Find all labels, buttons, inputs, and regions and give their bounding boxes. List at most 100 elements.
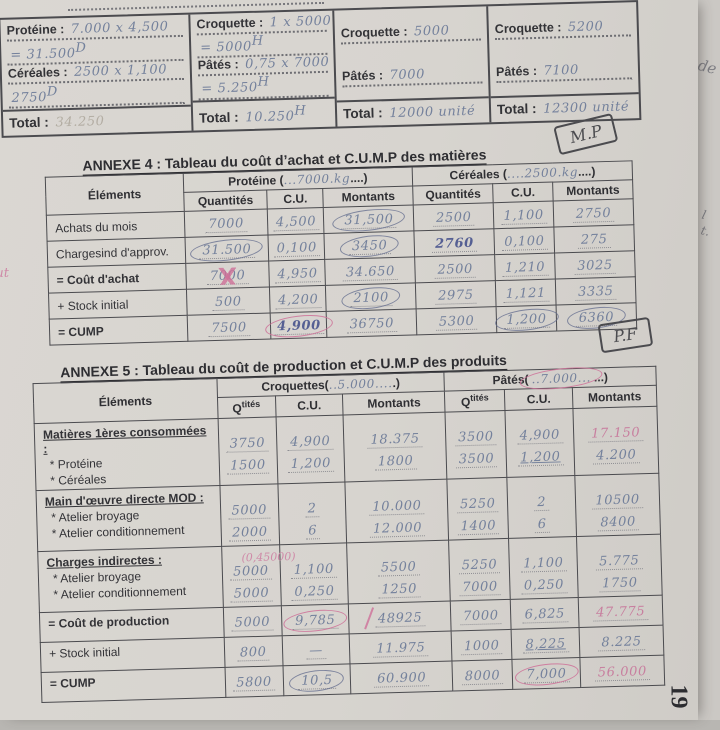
data-cell: 1,100 0,250 <box>508 536 579 600</box>
pf-stamp: P.F <box>597 316 654 354</box>
handwritten-value: 5250 <box>456 496 499 514</box>
handwritten-value: 10.250H <box>245 103 307 126</box>
handwritten-value: 48925 <box>374 609 426 628</box>
handwritten-value: 7000 <box>206 267 249 285</box>
handwritten-value: 7.000 x 4,500 <box>70 18 169 37</box>
data-cell: 1000 <box>451 629 513 662</box>
data-cell: 275 <box>553 224 635 254</box>
handwritten-value: 1,100 <box>520 555 567 573</box>
column-header: C.U. <box>504 387 574 411</box>
adjacent-page-text-fragment: de <box>695 56 718 78</box>
data-cell: 10500 8400 <box>574 473 661 537</box>
data-cell: 11.975 <box>349 631 453 664</box>
handwritten-value: 500 <box>211 293 245 311</box>
handwritten-value: 12.000 <box>369 520 426 538</box>
group-label: Céréales ( <box>449 166 508 183</box>
total-label: Total : <box>496 100 541 118</box>
handwritten-value: 1800 <box>374 453 417 471</box>
handwritten-value: 1500 <box>227 457 269 475</box>
value-bottom: 8400 <box>578 512 657 532</box>
handwritten-quantity: ....2500.kg <box>506 164 579 181</box>
data-cell: 18.375 1800 <box>343 412 448 482</box>
row-label: Matières 1ères consommées : * Protéine * C… <box>34 418 220 491</box>
handwritten-value: 1,100 <box>500 207 547 225</box>
value-bottom: 4.200 <box>577 445 656 465</box>
handwritten-value: 2750D <box>11 84 59 107</box>
data-cell: 3750 1500 <box>217 416 278 486</box>
handwritten-value: 10.000 <box>369 498 425 516</box>
handwritten-quantity: ..7.000... <box>528 370 594 387</box>
teacher-annotation: (0,45000) <box>241 549 296 565</box>
total-label: Total : <box>198 109 243 126</box>
data-cell: 2500 <box>414 254 496 283</box>
data-cell: 5000 <box>222 605 282 638</box>
handwritten-value: 2000 <box>228 524 271 542</box>
data-cell: 3025 <box>554 250 636 280</box>
data-cell: 5300 <box>416 306 497 335</box>
handwritten-value: 1250 <box>378 581 421 599</box>
handwritten-value: 5200 <box>567 18 604 35</box>
cell-body: Protéine : 7.000 x 4,500 = 31.500D Céréale… <box>0 15 190 110</box>
totals-tables: Protéine : 7.000 x 4,500 = 31.500D Céréale… <box>0 0 642 138</box>
handwritten-value: 2 <box>534 494 550 512</box>
data-cell: 800 <box>223 635 283 668</box>
data-cell: 6,825 <box>510 597 580 630</box>
form-line: Croquette : 5200 <box>494 18 632 40</box>
field-label: Croquette : <box>340 24 412 41</box>
superscript: D <box>75 40 87 56</box>
handwritten-value: 3335 <box>574 283 617 301</box>
handwritten-value: 2 <box>304 501 320 518</box>
form-line: Pâtés : 7000 <box>341 65 483 88</box>
row-label: = CUMP <box>41 667 226 703</box>
elements-header: Éléments <box>33 378 218 424</box>
data-cell: 1,200 <box>496 305 557 333</box>
handwritten-value: 2750 <box>572 205 615 223</box>
handwritten-value: 8.225 <box>598 633 645 651</box>
value-bottom: 1250 <box>351 579 448 600</box>
row-label: Chargesind d'approv. <box>47 237 186 268</box>
column-header: Quantités <box>183 190 268 212</box>
superscript: H <box>257 74 270 91</box>
handwritten-value: 12300 unité <box>543 99 630 117</box>
handwritten-value: 3500 <box>454 429 497 447</box>
handwritten-value: 7000 <box>205 215 248 233</box>
data-cell: 5250 1400 <box>447 477 509 541</box>
handwritten-value: 7,000 <box>523 665 570 684</box>
data-cell: 10,5 <box>282 663 352 696</box>
label-line: * Céréales <box>50 472 107 488</box>
handwritten-value: 1,200 <box>287 455 335 474</box>
value-bottom: 6 <box>281 521 344 541</box>
column-header: Montants <box>323 185 414 208</box>
value-top: 4,900 <box>508 425 571 445</box>
handwritten-value: 5500 <box>377 559 420 577</box>
handwritten-value: 10,5 <box>298 672 336 690</box>
data-cell: 4,900 1,200 <box>275 414 346 484</box>
column-header: Montants <box>552 179 634 202</box>
handwritten-value: 5000 <box>228 502 271 520</box>
handwritten-value: 3025 <box>574 257 616 275</box>
form-line: Pâtés : 7100 <box>495 61 633 84</box>
row-label: Main d'œuvre directe MOD : * Atelier broy… <box>36 485 222 552</box>
data-cell: 7500 <box>186 312 272 342</box>
data-cell: 5250 7000 <box>448 538 511 602</box>
data-cell: 5800 <box>224 665 284 698</box>
handwritten-value: 0,100 <box>273 239 321 257</box>
handwritten-value: 5000 <box>413 23 450 40</box>
value-top: 3750 <box>221 433 274 453</box>
data-cell: 5500 1250 <box>347 540 451 604</box>
q-superscript: tités <box>470 392 489 403</box>
value-bottom: 3500 <box>449 449 504 469</box>
column-header: Qtités <box>444 389 506 413</box>
handwritten-value: 5.775 <box>595 553 643 571</box>
handwritten-value: 5250 <box>458 557 501 575</box>
annexe5-table: Éléments Croquettes(..5.000.....) Pâtés(… <box>33 366 666 703</box>
total-row: Total : 10.250H <box>192 96 336 131</box>
value-top: 18.375 <box>346 429 443 450</box>
value-bottom: 2000 <box>223 522 276 542</box>
column-header: Quantités <box>412 183 494 205</box>
cell-body: Croquette : 5200 Pâtés : 7100 <box>488 2 638 96</box>
value-top: 5250 <box>450 494 505 514</box>
field-label: Croquette : <box>494 19 566 36</box>
handwritten-value: 7000 <box>459 607 502 625</box>
